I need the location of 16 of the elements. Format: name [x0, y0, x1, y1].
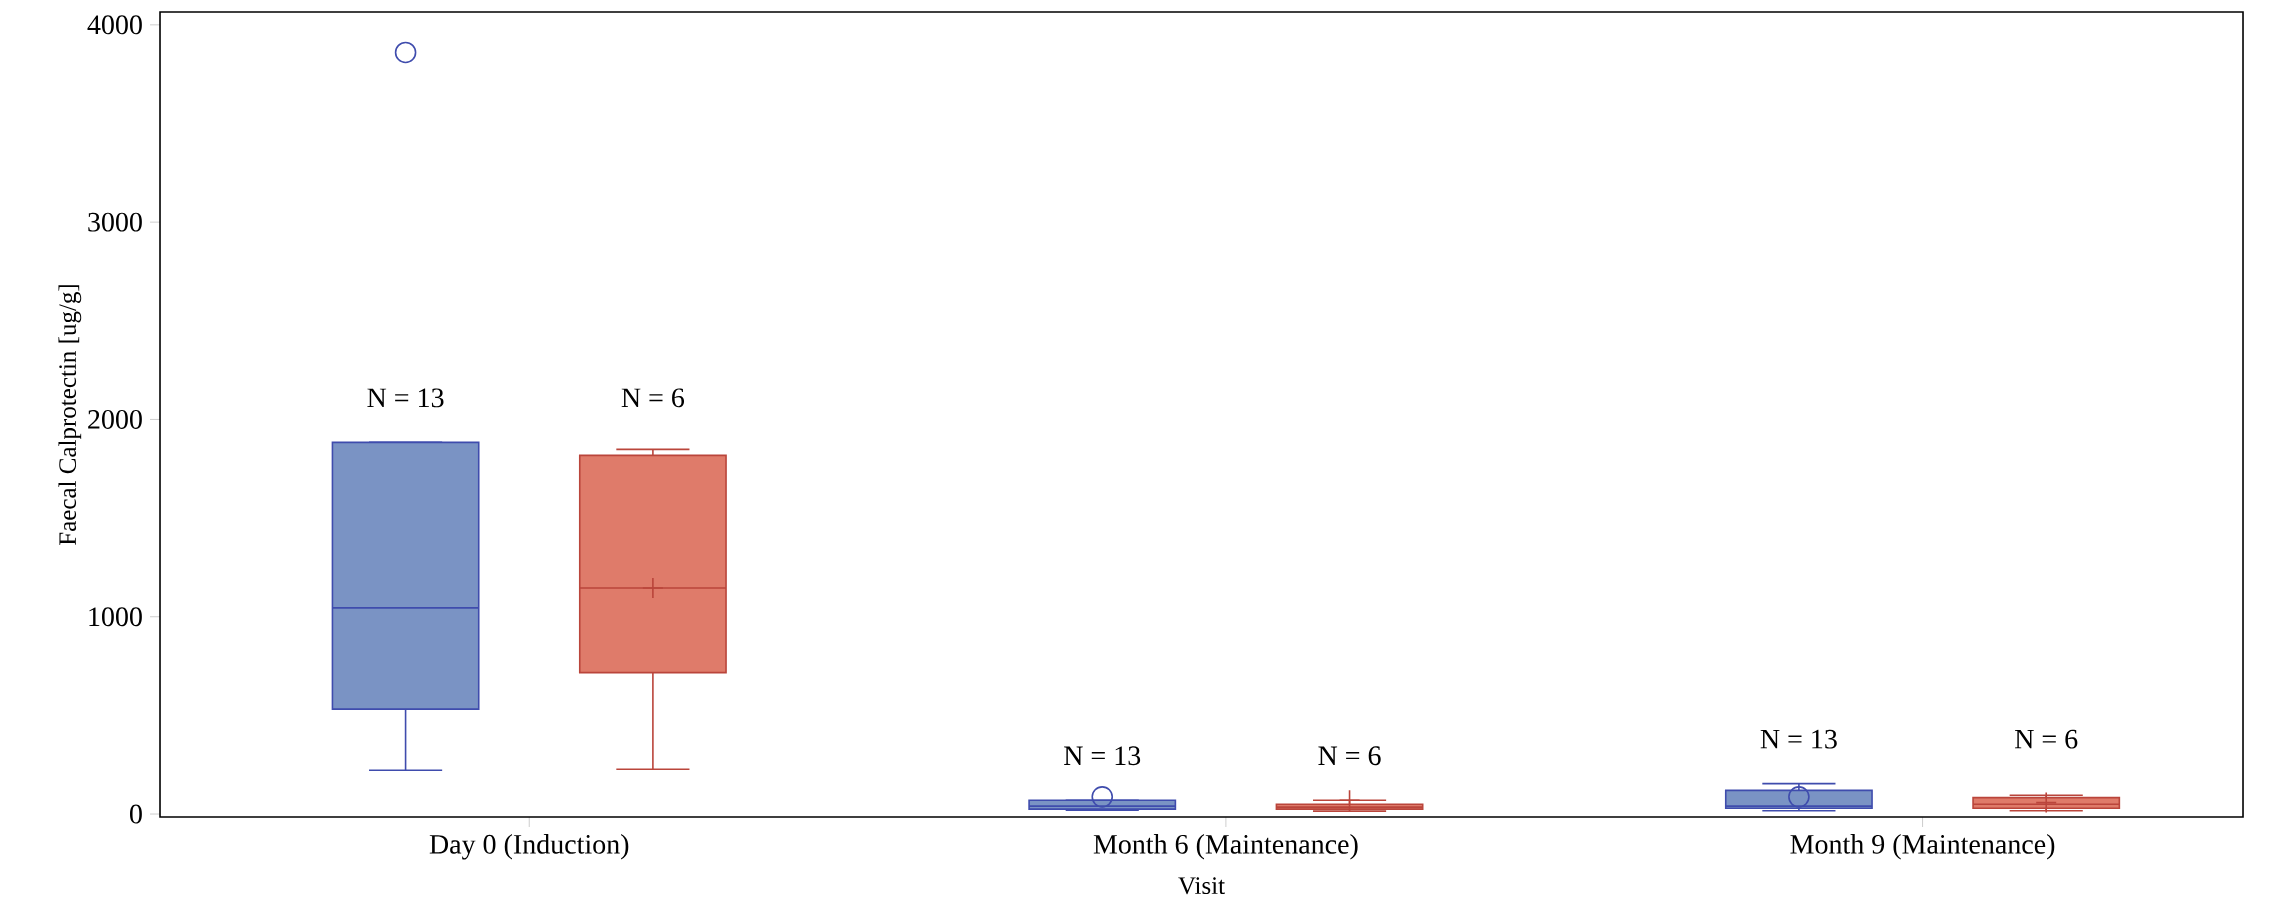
text: N = 6 [621, 388, 685, 408]
y-tick-label: 3000 [88, 212, 142, 232]
text: N = 13 [367, 388, 444, 408]
y-tick-label: 2000 [88, 409, 142, 429]
y-axis-title: Faecal Calprotectin [ug/g] [58, 285, 82, 545]
y-tick-label: 0 [130, 804, 142, 824]
y-tick-label: 4000 [87, 15, 142, 35]
x-tick-label: Month 9 (Maintenance) [1790, 834, 2055, 860]
text: N = 6 [1318, 746, 1381, 766]
text: N = 13 [1760, 729, 1837, 749]
x-tick-label: Day 0 (Induction) [429, 834, 629, 860]
text: N = 6 [2015, 729, 2078, 749]
y-tick-label: 1000 [89, 607, 142, 627]
x-tick-label: Month 6 (Maintenance) [1093, 834, 1358, 860]
text: N = 13 [1064, 746, 1141, 766]
x-axis-title: Visit [1178, 877, 1225, 895]
